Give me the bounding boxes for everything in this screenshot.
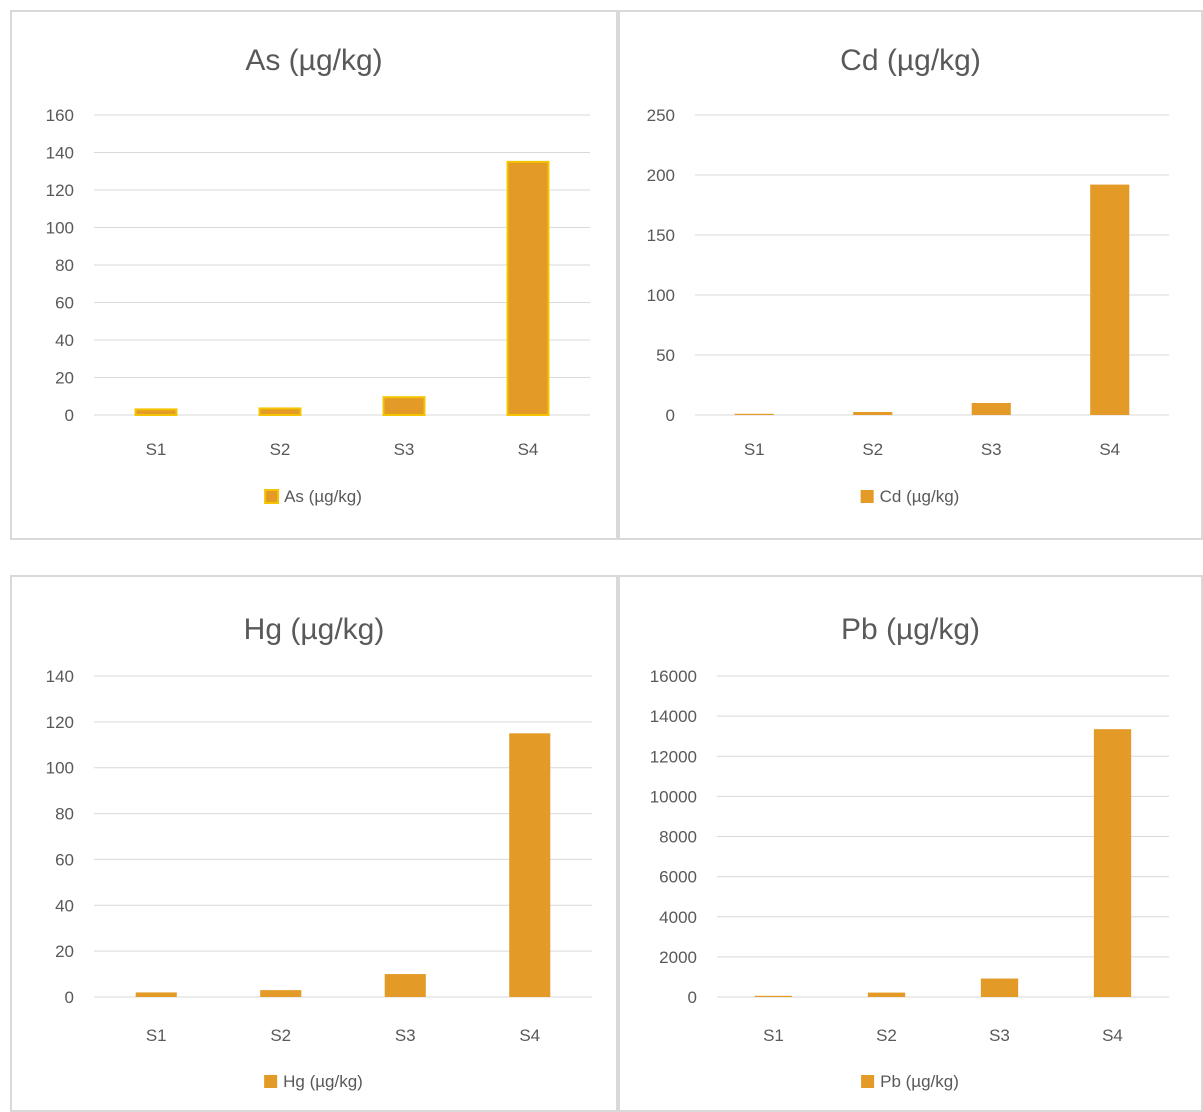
legend-label: Pb (µg/kg) (880, 1072, 959, 1091)
y-tick-label: 120 (46, 181, 74, 200)
x-tick-label: S3 (981, 440, 1002, 459)
chart-panel-cd: Cd (µg/kg) 0 50 100 150 200 250 S1 S2 S3 S4 Cd (µ… (618, 10, 1203, 540)
y-tick-label: 80 (55, 805, 74, 824)
bar-s3 (384, 974, 426, 997)
y-tick-label: 140 (46, 144, 74, 163)
y-tick-label: 40 (55, 331, 74, 350)
legend-swatch (860, 490, 874, 503)
chart-title: Pb (µg/kg) (841, 613, 980, 646)
y-tick-label: 100 (46, 759, 74, 778)
y-tick-label: 150 (647, 226, 675, 245)
x-tick-label: S4 (1099, 440, 1120, 459)
y-tick-label: 120 (46, 713, 74, 732)
bar-s3 (971, 403, 1011, 415)
y-tick-label: 250 (647, 106, 675, 125)
y-tick-label: 40 (55, 896, 74, 915)
chart-hg: Hg (µg/kg) 0 20 40 60 80 100 120 140 S1 S2 S3 S4 Hg… (46, 613, 592, 1091)
x-tick-label: S4 (1102, 1026, 1123, 1045)
bar-s2 (853, 412, 893, 415)
legend-label: As (µg/kg) (284, 487, 362, 506)
y-tick-label: 2000 (659, 948, 697, 967)
chart-as: As (µg/kg) 0 20 40 60 80 100 120 140 160 S1 S2 S3 S4… (46, 44, 590, 506)
x-tick-label: S2 (270, 1026, 291, 1045)
x-tick-label: S2 (270, 440, 291, 459)
x-tick-label: S1 (744, 440, 765, 459)
bar-s3 (980, 978, 1019, 997)
x-tick-label: S2 (876, 1026, 897, 1045)
y-tick-label: 140 (46, 667, 74, 686)
chart-title: Cd (µg/kg) (840, 44, 981, 77)
y-tick-label: 10000 (650, 787, 697, 806)
bar-s2 (867, 992, 906, 997)
y-tick-label: 16000 (650, 667, 697, 686)
y-tick-label: 6000 (659, 868, 697, 887)
legend-label: Hg (µg/kg) (283, 1072, 363, 1091)
bar-s2 (260, 990, 302, 997)
bar-s1 (135, 992, 177, 997)
x-tick-label: S1 (146, 1026, 167, 1045)
bar-s4 (506, 160, 550, 416)
x-tick-label: S3 (989, 1026, 1010, 1045)
y-tick-label: 20 (55, 942, 74, 961)
y-tick-label: 160 (46, 106, 74, 125)
bar-s4 (509, 733, 551, 997)
y-tick-label: 50 (656, 346, 675, 365)
x-tick-label: S1 (146, 440, 167, 459)
chart-panel-pb: Pb (µg/kg) 0 2000 4000 6000 8000 10000 12000 14… (618, 575, 1203, 1112)
y-tick-label: 0 (666, 406, 675, 425)
x-tick-label: S3 (394, 440, 415, 459)
y-tick-label: 100 (647, 286, 675, 305)
legend-swatch (861, 1075, 875, 1088)
bar-s1 (134, 408, 178, 416)
chart-title: Hg (µg/kg) (244, 613, 385, 646)
x-tick-label: S4 (519, 1026, 540, 1045)
bar-s3 (382, 396, 426, 416)
y-tick-label: 60 (55, 850, 74, 869)
y-tick-label: 4000 (659, 908, 697, 927)
y-tick-label: 200 (647, 166, 675, 185)
bar-s1 (734, 413, 774, 415)
bar-s2 (258, 407, 302, 416)
chart-panel-hg: Hg (µg/kg) 0 20 40 60 80 100 120 140 S1 S2 S3 S4 Hg… (10, 575, 618, 1112)
y-tick-label: 60 (55, 294, 74, 313)
y-tick-label: 12000 (650, 747, 697, 766)
y-tick-label: 100 (46, 219, 74, 238)
bar-s4 (1090, 184, 1130, 415)
y-tick-label: 80 (55, 256, 74, 275)
legend-swatch (264, 489, 280, 504)
x-tick-label: S3 (395, 1026, 416, 1045)
y-tick-label: 14000 (650, 707, 697, 726)
x-tick-label: S2 (862, 440, 883, 459)
y-tick-label: 0 (65, 406, 74, 425)
y-tick-label: 0 (688, 988, 697, 1007)
y-tick-label: 8000 (659, 828, 697, 847)
chart-panel-as: As (µg/kg) 0 20 40 60 80 100 120 140 160 S1 S2 S3 S4… (10, 10, 618, 540)
chart-pb: Pb (µg/kg) 0 2000 4000 6000 8000 10000 12000 14… (650, 613, 1169, 1091)
legend-label: Cd (µg/kg) (880, 487, 960, 506)
bar-s1 (754, 995, 793, 997)
y-tick-label: 20 (55, 369, 74, 388)
y-tick-label: 0 (65, 988, 74, 1007)
legend-swatch (264, 1075, 278, 1088)
chart-cd: Cd (µg/kg) 0 50 100 150 200 250 S1 S2 S3 S4 Cd (µ… (647, 44, 1169, 506)
x-tick-label: S1 (763, 1026, 784, 1045)
x-tick-label: S4 (518, 440, 539, 459)
bar-s4 (1093, 729, 1132, 997)
chart-title: As (µg/kg) (245, 44, 382, 77)
